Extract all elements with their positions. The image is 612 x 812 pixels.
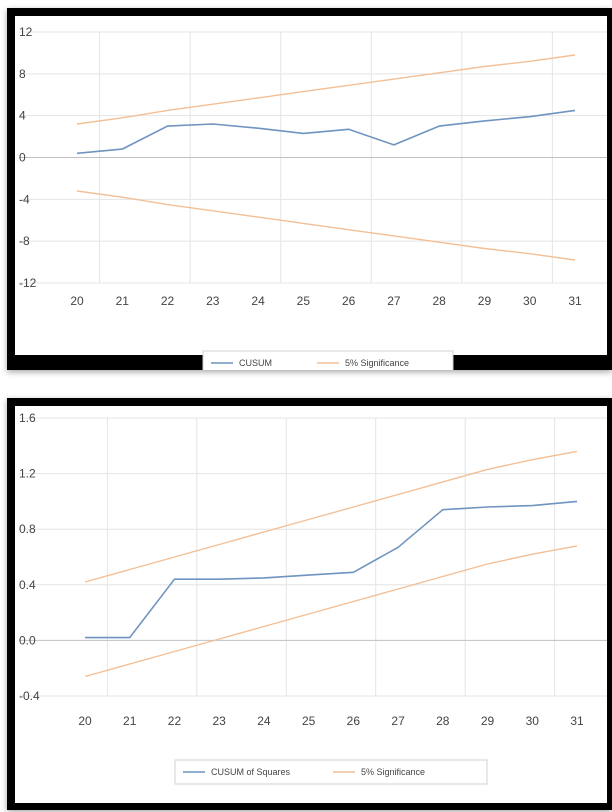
x-tick-label: 25 <box>302 714 316 728</box>
x-tick-label: 26 <box>347 714 361 728</box>
cusum-chart-panel: 12 8 4 0 -4 -8 -12 20 21 22 23 24 25 26 27 28 29 30 31 CUSU… <box>7 8 612 370</box>
y-tick-label: -8 <box>19 234 30 248</box>
cusum-series-line <box>85 500 578 639</box>
x-tick-label: 24 <box>251 294 265 308</box>
plot-background <box>15 406 607 803</box>
x-tick-label: 23 <box>206 294 220 308</box>
x-tick-label: 21 <box>123 714 137 728</box>
x-tick-label: 27 <box>387 294 401 308</box>
x-tick-label: 29 <box>481 714 495 728</box>
cusum-chart: 12 8 4 0 -4 -8 -12 20 21 22 23 24 25 26 27 28 29 30 31 CUSU… <box>15 16 607 370</box>
x-tick-label: 31 <box>568 294 582 308</box>
legend-label: CUSUM <box>239 358 272 368</box>
x-tick-label: 25 <box>297 294 311 308</box>
y-tick-label: 1.2 <box>19 467 36 481</box>
legend-box <box>174 759 488 785</box>
y-tick-label: 1.6 <box>19 411 36 425</box>
lower-significance-line <box>84 545 578 678</box>
x-tick-label: 30 <box>526 714 540 728</box>
x-tick-label: 30 <box>523 294 537 308</box>
plot-background <box>15 16 607 355</box>
x-tick-label: 22 <box>161 294 175 308</box>
x-tick-label: 26 <box>342 294 356 308</box>
y-tick-label: -12 <box>19 276 37 290</box>
x-tick-label: 31 <box>570 714 584 728</box>
x-tick-label: 29 <box>478 294 492 308</box>
cusum-series-line <box>76 109 576 155</box>
cusum-squares-chart: 1.6 1.2 0.8 0.4 0.0 -0.4 20 21 22 23 24 25 26 27 28 29 3… <box>15 406 607 803</box>
x-tick-label: 21 <box>116 294 130 308</box>
y-tick-label: 0.0 <box>19 633 36 647</box>
y-tick-label: 4 <box>19 109 26 123</box>
y-tick-label: 0.8 <box>19 522 36 536</box>
lower-significance-line <box>76 190 576 261</box>
y-tick-label: -4 <box>19 192 30 206</box>
x-tick-label: 20 <box>70 294 84 308</box>
y-tick-label: 0 <box>19 151 26 165</box>
x-tick-label: 20 <box>78 714 92 728</box>
x-tick-label: 27 <box>391 714 405 728</box>
legend-label: 5% Significance <box>361 767 425 777</box>
legend-label: 5% Significance <box>345 358 409 368</box>
x-tick-label: 28 <box>436 714 450 728</box>
x-tick-label: 23 <box>213 714 227 728</box>
upper-significance-line <box>76 54 576 125</box>
y-tick-label: 0.4 <box>19 578 36 592</box>
y-tick-label: 12 <box>19 25 33 39</box>
legend-label: CUSUM of Squares <box>211 767 291 777</box>
x-tick-label: 22 <box>168 714 182 728</box>
upper-significance-line <box>84 450 578 583</box>
x-tick-label: 24 <box>257 714 271 728</box>
x-tick-label: 28 <box>433 294 447 308</box>
y-tick-label: 8 <box>19 67 26 81</box>
legend-box <box>202 350 454 370</box>
cusum-squares-chart-panel: 1.6 1.2 0.8 0.4 0.0 -0.4 20 21 22 23 24 25 26 27 28 29 3… <box>7 398 612 810</box>
y-tick-label: -0.4 <box>19 689 40 703</box>
